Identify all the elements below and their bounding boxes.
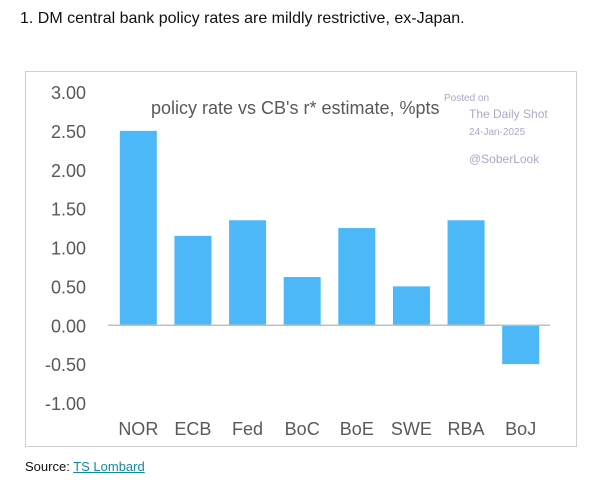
y-tick-label: 2.50: [51, 122, 86, 142]
source-line: Source: TS Lombard: [25, 459, 145, 474]
y-tick-label: 3.00: [51, 83, 86, 103]
y-tick-label: 1.50: [51, 200, 86, 220]
watermark-date: 24-Jan-2025: [469, 127, 526, 138]
x-tick-label: BoE: [340, 419, 374, 439]
x-tick-label: RBA: [448, 419, 485, 439]
source-link[interactable]: TS Lombard: [73, 459, 145, 474]
x-tick-label: ECB: [174, 419, 211, 439]
page-heading: 1. DM central bank policy rates are mild…: [20, 10, 465, 27]
y-tick-label: -0.50: [45, 355, 86, 375]
x-axis-ticks: NOR ECB Fed BoC BoE SWE RBA BoJ: [118, 419, 536, 439]
watermark-handle: @SoberLook: [469, 152, 540, 166]
bar-nor: [119, 130, 157, 326]
bars: [119, 130, 540, 365]
x-tick-label: Fed: [232, 419, 263, 439]
y-axis-ticks: 3.00 2.50 2.00 1.50 1.00 0.50 0.00 -0.50 -1.00: [45, 83, 86, 414]
watermark-site-name: The Daily Shot: [469, 107, 548, 121]
bar-boe: [338, 228, 376, 326]
x-tick-label: BoC: [285, 419, 320, 439]
chart-title: policy rate vs CB's r* estimate, %pts: [151, 98, 440, 118]
y-tick-label: 1.00: [51, 239, 86, 259]
watermark: Posted on The Daily Shot 24-Jan-2025 @So…: [444, 93, 548, 166]
source-label: Source:: [25, 459, 74, 474]
bar-fed: [229, 220, 267, 326]
bar-rba: [447, 220, 485, 326]
bar-chart: 3.00 2.50 2.00 1.50 1.00 0.50 0.00 -0.50 -1.00 N…: [45, 83, 550, 439]
y-tick-label: -1.00: [45, 394, 86, 414]
bar-ecb: [174, 235, 212, 326]
x-tick-label: NOR: [118, 419, 158, 439]
y-tick-label: 0.00: [51, 316, 86, 336]
x-tick-label: BoJ: [505, 419, 536, 439]
y-tick-label: 2.00: [51, 161, 86, 181]
chart-frame: 3.00 2.50 2.00 1.50 1.00 0.50 0.00 -0.50 -1.00 N…: [25, 71, 577, 447]
bar-boj: [502, 325, 540, 365]
bar-swe: [392, 286, 430, 326]
bar-boc: [283, 277, 321, 326]
watermark-posted-on: Posted on: [444, 93, 489, 104]
y-tick-label: 0.50: [51, 277, 86, 297]
x-tick-label: SWE: [391, 419, 432, 439]
